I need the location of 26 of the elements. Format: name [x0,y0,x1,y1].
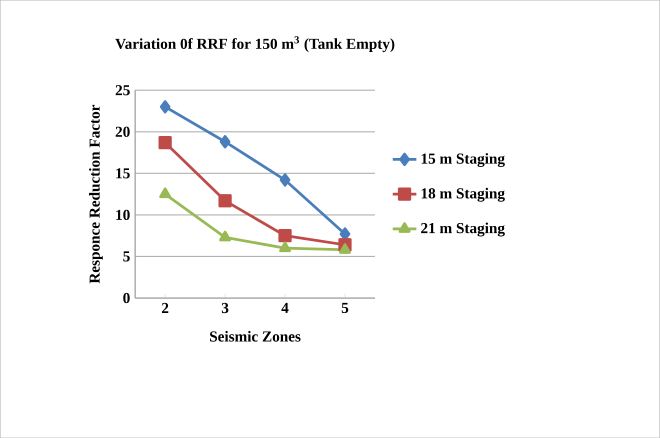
point [278,228,292,242]
y-tick-label: 10 [116,210,130,220]
y-axis-title: Responce Reduction Factor [89,104,103,284]
point [339,243,351,254]
y-tick-label: 20 [116,126,130,137]
y-tick-label: 0 [123,292,130,304]
legend-label: 18 m Staging [422,188,505,202]
point [218,194,232,208]
y-tick-label: 15 [116,168,130,178]
point [159,187,172,198]
point [220,135,230,148]
y-tick-label: 5 [123,251,130,262]
x-tick-label: 2 [162,302,168,313]
x-tick-label: 4 [281,302,289,313]
chart-title: Variation 0f RRF for 150 m$^{3}$ (Tank Empty) [115,36,394,52]
legend-label: 21 m Staging [421,222,505,236]
x-axis-title: Seismic Zones [210,330,301,342]
x-tick-label: 3 [222,302,228,314]
point [279,241,291,252]
point [158,136,172,150]
point [280,173,290,187]
x-tick-label: 5 [342,302,348,313]
point [160,100,170,114]
point [219,230,232,242]
y-tick-label: 25 [116,85,130,96]
legend-label: 15 m Staging [422,152,505,167]
